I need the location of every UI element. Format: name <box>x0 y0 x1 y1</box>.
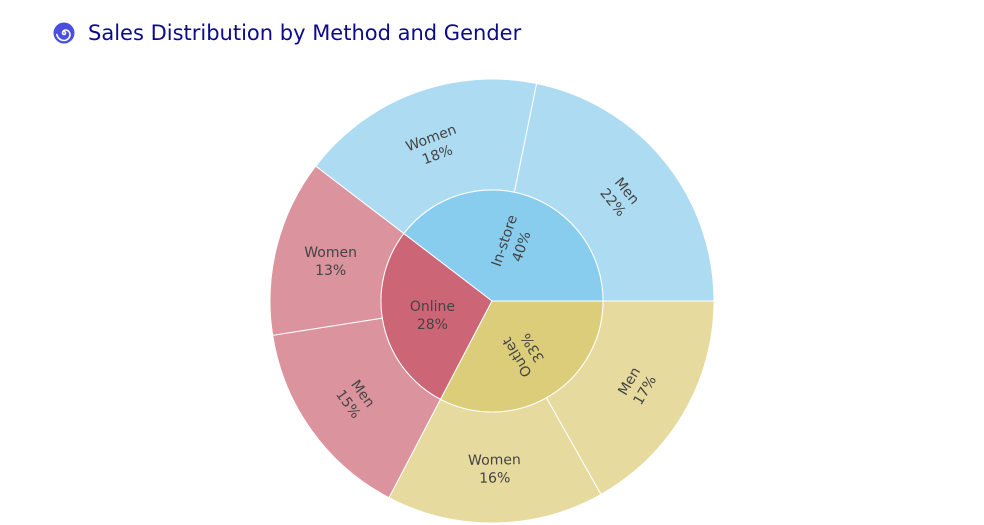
segment-online[interactable] <box>380 232 493 401</box>
chart-header: Sales Distribution by Method and Gender <box>52 18 521 48</box>
label-online-women-percent: 13% <box>315 263 346 279</box>
segment-in-store[interactable] <box>403 189 604 302</box>
label-online-name: Online <box>410 299 455 315</box>
label-outlet-women-name: Women <box>468 452 521 469</box>
label-online-women: Women 13% <box>304 245 357 279</box>
label-online: Online 28% <box>410 299 455 333</box>
spiral-icon <box>52 21 76 45</box>
segment-outlet[interactable] <box>439 300 604 413</box>
label-online-percent: 28% <box>417 317 448 333</box>
chart-title: Sales Distribution by Method and Gender <box>88 21 522 45</box>
label-online-women-name: Women <box>304 245 357 261</box>
label-outlet-women-percent: 16% <box>479 470 510 486</box>
